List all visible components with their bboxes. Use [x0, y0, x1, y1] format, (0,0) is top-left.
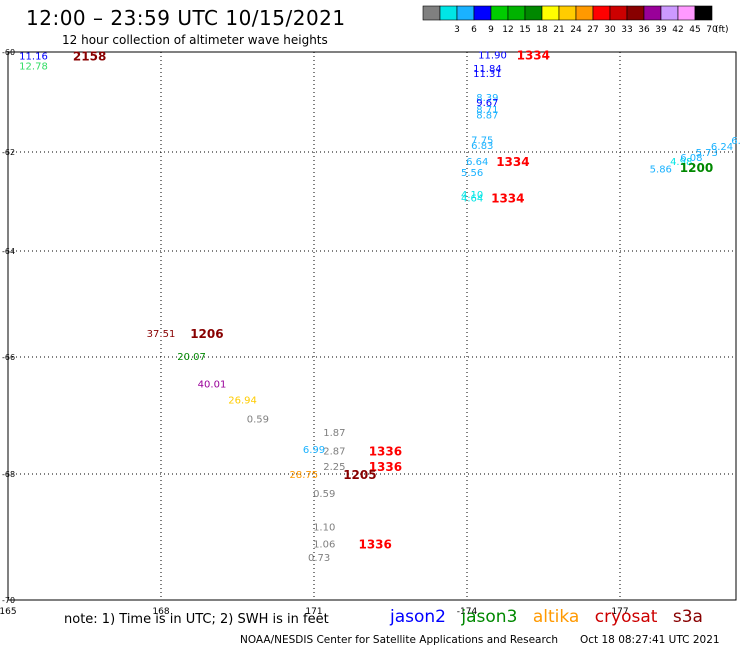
mission-legend: jason2 jason3 altika cryosat s3a [390, 607, 713, 627]
swh-point-label: 6.08 [680, 153, 702, 164]
pass-time-label: 1336 [358, 537, 391, 551]
colorbar-tick-label: 36 [638, 25, 650, 35]
colorbar-tick-label: 21 [553, 25, 564, 35]
x-tick-label: 165 [0, 607, 17, 617]
swh-point-label: 40.01 [198, 379, 227, 390]
x-tick-label: -174 [457, 607, 478, 617]
pass-time-label: 1206 [190, 327, 223, 341]
swh-point-label: 8.39 [476, 93, 498, 104]
pass-time-label: 1334 [496, 155, 529, 169]
swh-point-label: 5.56 [461, 168, 483, 179]
pass-time-label: 1334 [517, 49, 550, 63]
credit-date: Oct 18 08:27:41 UTC 2021 [580, 634, 720, 646]
chart-title: 12:00 – 23:59 UTC 10/15/2021 [26, 6, 346, 30]
pass-time-label: 2158 [73, 50, 106, 64]
swh-point-label: 11.84 [473, 64, 502, 75]
colorbar-tick-label: 24 [570, 25, 582, 35]
mission-label-cryosat: cryosat [594, 607, 658, 627]
swh-point-label: 2.87 [323, 447, 345, 458]
mission-label-jason2: jason2 [390, 607, 446, 627]
colorbar-unit-label: (ft) [715, 25, 729, 35]
colorbar-tick-label: 39 [655, 25, 667, 35]
pass-time-label: 1205 [343, 468, 376, 482]
colorbar-tick-label: 15 [519, 25, 530, 35]
swh-point-label: 6.64 [466, 157, 488, 168]
mission-label-jason3: jason3 [461, 607, 518, 627]
swh-point-label: 5.86 [650, 164, 672, 175]
swh-point-label: 6.27 [731, 136, 740, 147]
swh-point-label: 26.94 [228, 396, 257, 407]
colorbar-tick-label: 12 [502, 25, 513, 35]
y-tick-label: -60 [2, 48, 15, 57]
swh-point-label: 4.10 [461, 190, 483, 201]
swh-point-label: 9.67 [476, 98, 498, 109]
swh-point-label: 0.59 [313, 489, 335, 500]
swh-point-label: 0.59 [247, 414, 269, 425]
swh-point-label: 11.31 [473, 69, 502, 80]
colorbar-tick-label: 42 [672, 25, 683, 35]
credit-text: NOAA/NESDIS Center for Satellite Applica… [240, 634, 558, 646]
swh-point-label: 20.07 [177, 352, 206, 363]
colorbar-tick-label: 27 [587, 25, 598, 35]
y-tick-label: -70 [2, 596, 15, 605]
pass-time-label: 1336 [369, 460, 402, 474]
mission-label-s3a: s3a [672, 607, 703, 627]
colorbar-tick-label: 33 [621, 25, 632, 35]
swh-point-label: 6.24 [711, 142, 733, 153]
colorbar-swatch [694, 5, 713, 21]
footer-note: note: 1) Time is in UTC; 2) SWH is in fe… [64, 612, 329, 627]
pass-time-label: 1200 [680, 161, 713, 175]
swh-point-label: 8.71 [476, 105, 498, 116]
y-tick-label: -66 [2, 353, 15, 362]
swh-point-label: 2.25 [323, 462, 345, 473]
swh-point-label: 5.73 [696, 148, 718, 159]
x-tick-label: 168 [152, 607, 169, 617]
swh-point-label: 6.83 [471, 141, 493, 152]
swh-point-label: 37.51 [147, 329, 176, 340]
pass-time-label: 1336 [369, 445, 402, 459]
mission-label-altika: altika [532, 607, 580, 627]
swh-point-label: 7.75 [471, 136, 493, 147]
swh-point-label: 11.16 [19, 52, 48, 63]
colorbar-tick-label: 30 [604, 25, 616, 35]
swh-point-label: 1.10 [313, 522, 335, 533]
colorbar-tick-label: 6 [471, 25, 477, 35]
color-legend: 3 6 9 12 15 18 21 24 27 30 33 36 39 42 45 70(ft) [422, 5, 729, 35]
colorbar-tick-label: 3 [454, 25, 460, 35]
colorbar-tick-label: 70 [706, 25, 718, 35]
swh-point-label: 0.73 [308, 553, 330, 564]
colorbar-tick-label: 45 [689, 25, 700, 35]
y-tick-label: -64 [2, 247, 15, 256]
y-tick-label: -68 [2, 470, 15, 479]
colorbar-tick-label: 18 [536, 25, 548, 35]
plot-frame [7, 51, 737, 601]
swh-point-label: 1.87 [323, 428, 345, 439]
swh-point-label: 4.64 [461, 194, 483, 205]
swh-point-label: 28.75 [289, 470, 318, 481]
y-tick-label: -62 [2, 148, 15, 157]
swh-point-label: 11.90 [478, 51, 507, 62]
swh-point-label: 4.98 [670, 157, 692, 168]
chart-subtitle: 12 hour collection of altimeter wave hei… [62, 33, 328, 47]
swh-point-label: 8.87 [476, 111, 498, 122]
swh-point-label: 1.06 [313, 539, 335, 550]
swh-point-label: 12.78 [19, 62, 48, 73]
colorbar-tick-label: 9 [488, 25, 494, 35]
x-tick-label: 177 [611, 607, 628, 617]
x-tick-label: 171 [305, 607, 322, 617]
pass-time-label: 1334 [491, 192, 524, 206]
swh-point-label: 6.99 [303, 445, 325, 456]
